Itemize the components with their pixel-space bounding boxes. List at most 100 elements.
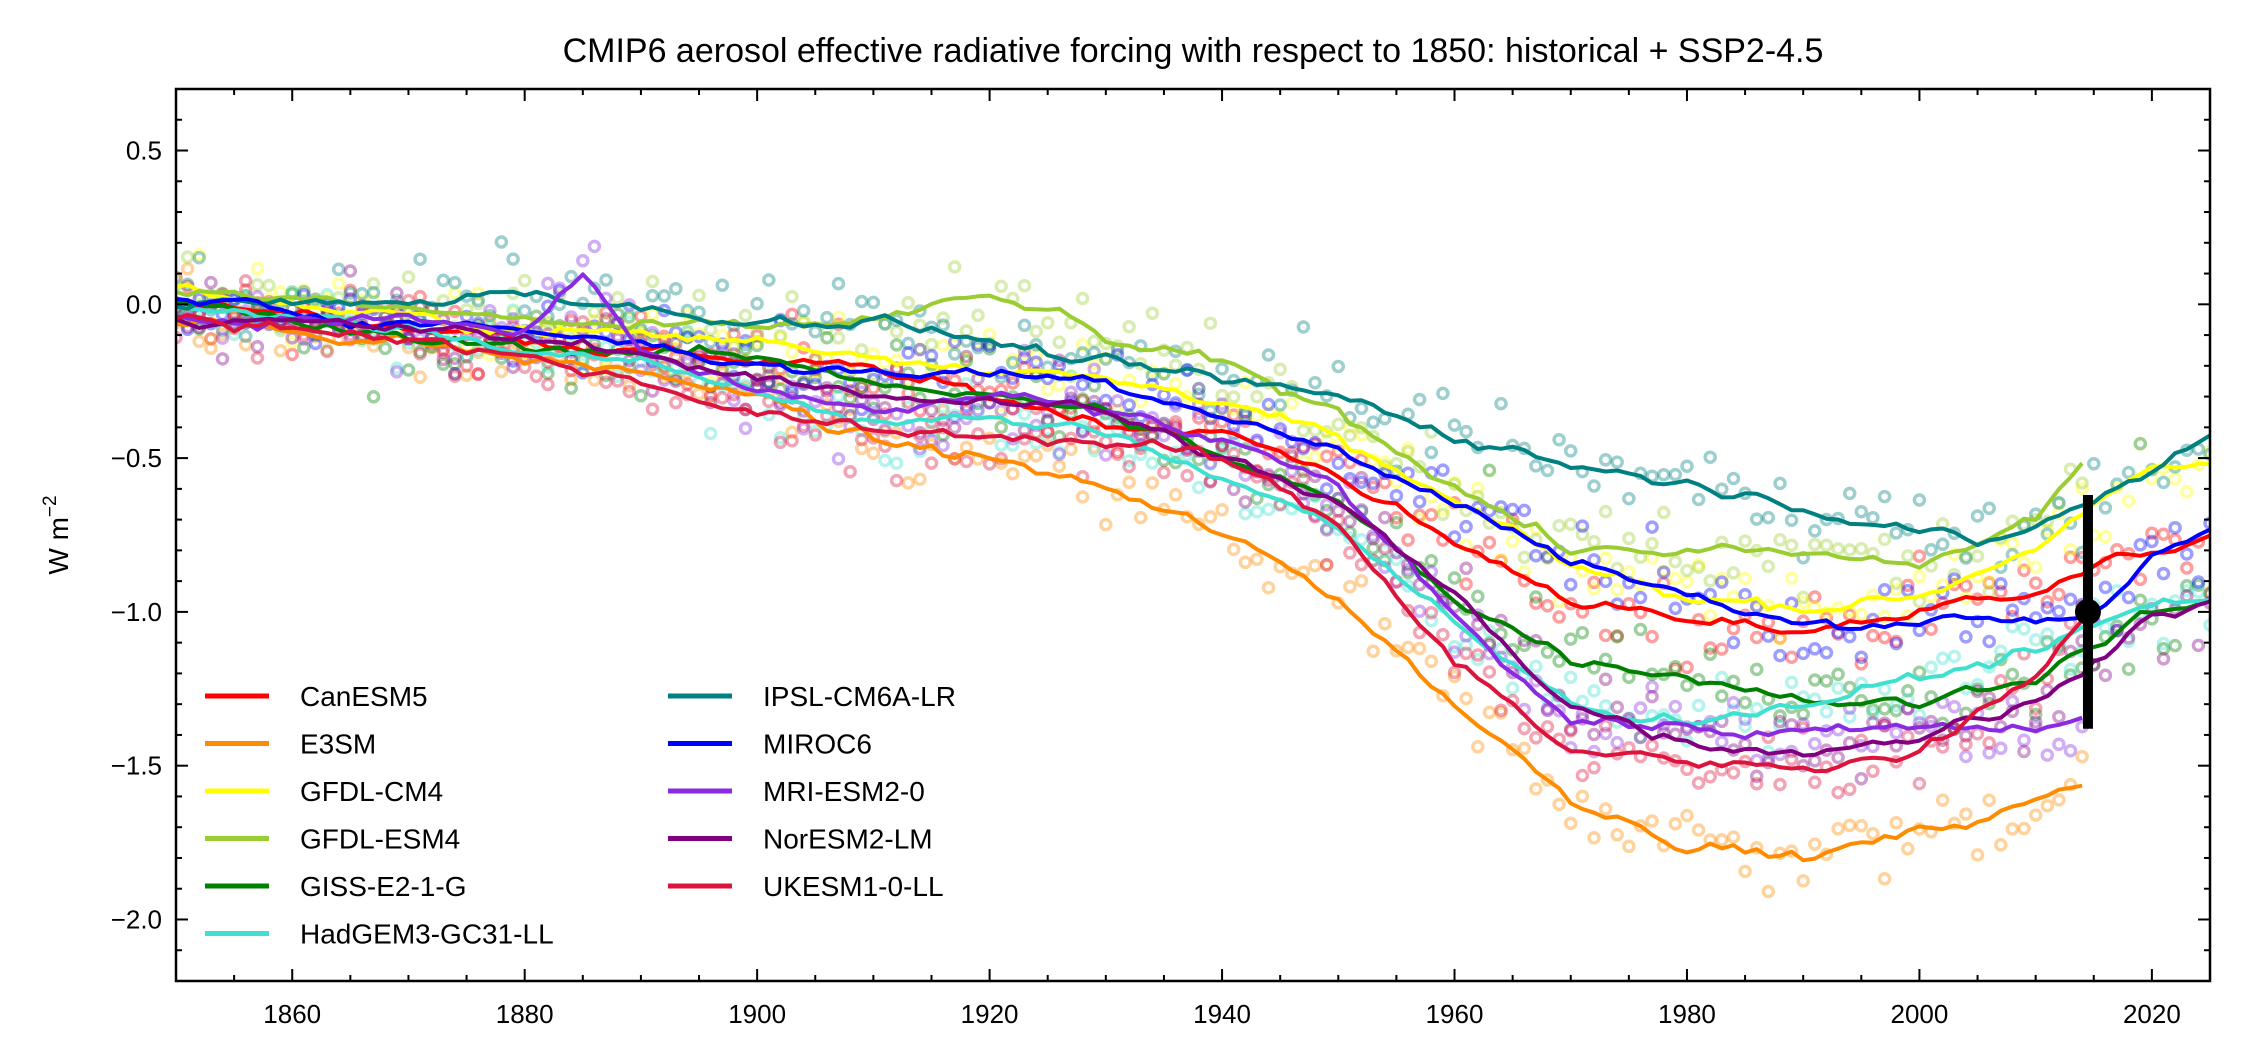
data-point [1075,338,1090,352]
data-point [1808,754,1822,768]
data-point [959,349,974,364]
x-tick-label: 2000 [1891,999,1949,1029]
data-point [1389,510,1404,525]
data-point [796,303,811,318]
data-point [2191,585,2206,599]
data-point [1308,558,1322,573]
data-point [1122,459,1136,474]
data-point [1436,688,1450,703]
data-point [2040,523,2055,537]
data-point [1006,376,1020,390]
data-point [1436,595,1450,610]
data-point [1552,797,1566,812]
data-point [1842,680,1857,695]
legend-item-mri-esm2-0: MRI-ESM2-0 [668,776,925,807]
data-point [1959,807,1973,821]
data-point [494,235,509,249]
data-point [320,344,334,359]
data-point [1959,737,1973,752]
data-point [1563,816,1578,831]
data-point [750,328,764,343]
x-tick-label: 1900 [728,999,786,1029]
data-point [1215,388,1229,403]
data-point [1622,839,1636,854]
data-point [331,276,346,291]
data-point [924,437,939,452]
data-point [1168,358,1183,372]
data-point [1982,793,1996,807]
data-point [889,324,904,339]
data-point [1389,552,1404,567]
data-point [1808,642,1822,656]
data-point [1935,537,1950,552]
data-point [1680,678,1694,693]
data-point [1459,561,1473,576]
data-point [866,446,881,460]
data-point [2133,436,2148,451]
data-point [1133,447,1148,462]
data-point [831,389,846,403]
data-point [1017,343,1032,358]
data-point [1064,442,1078,457]
data-point [1343,514,1357,529]
data-point [1935,740,1950,754]
data-point [994,403,1008,418]
data-point [1250,552,1264,567]
data-point [471,296,485,311]
data-point [1598,802,1613,816]
data-point [238,274,253,288]
data-point [1668,554,1683,569]
data-point [1784,675,1799,690]
data-point [692,305,706,320]
data-point [1343,579,1357,594]
data-point [459,359,474,373]
data-point [1424,605,1439,620]
data-point [1912,776,1927,791]
data-point [1540,551,1555,565]
data-point [1703,450,1717,464]
data-point [2098,529,2113,544]
data-point [2040,627,2055,641]
data-point [1773,648,1787,663]
data-point [796,422,811,436]
data-point [947,420,962,435]
data-point [1761,510,1776,525]
data-point [1401,565,1415,580]
data-point [576,253,590,268]
data-point [1959,579,1973,593]
data-point [2052,587,2066,602]
data-point [1424,508,1439,522]
data-point [1029,449,1043,463]
data-point [1099,448,1113,462]
data-point [936,420,950,435]
data-point [1889,634,1903,649]
data-point [1901,583,1915,598]
data-point [366,390,381,404]
data-point [1819,674,1834,688]
data-point [703,426,718,441]
data-point [436,345,451,360]
data-point [308,336,323,351]
data-point [1447,640,1462,654]
data-point [1412,459,1427,474]
data-point [180,250,195,264]
data-point [1040,315,1055,330]
data-point [1901,549,1915,563]
data-point [854,294,869,309]
data-point [2191,638,2206,653]
data-point [1529,659,1543,674]
data-point [2180,561,2194,575]
data-point [1691,823,1706,837]
data-point [1552,432,1566,447]
data-point [1854,771,1869,786]
data-point [1296,472,1311,486]
data-point [2028,707,2043,722]
data-point [1959,749,1973,764]
data-point [1017,350,1032,365]
data-point [2133,572,2148,587]
data-point [1889,815,1903,830]
data-point [1587,575,1601,590]
data-point [1877,532,1892,547]
data-point [1192,411,1206,425]
data-point [2063,662,2078,677]
